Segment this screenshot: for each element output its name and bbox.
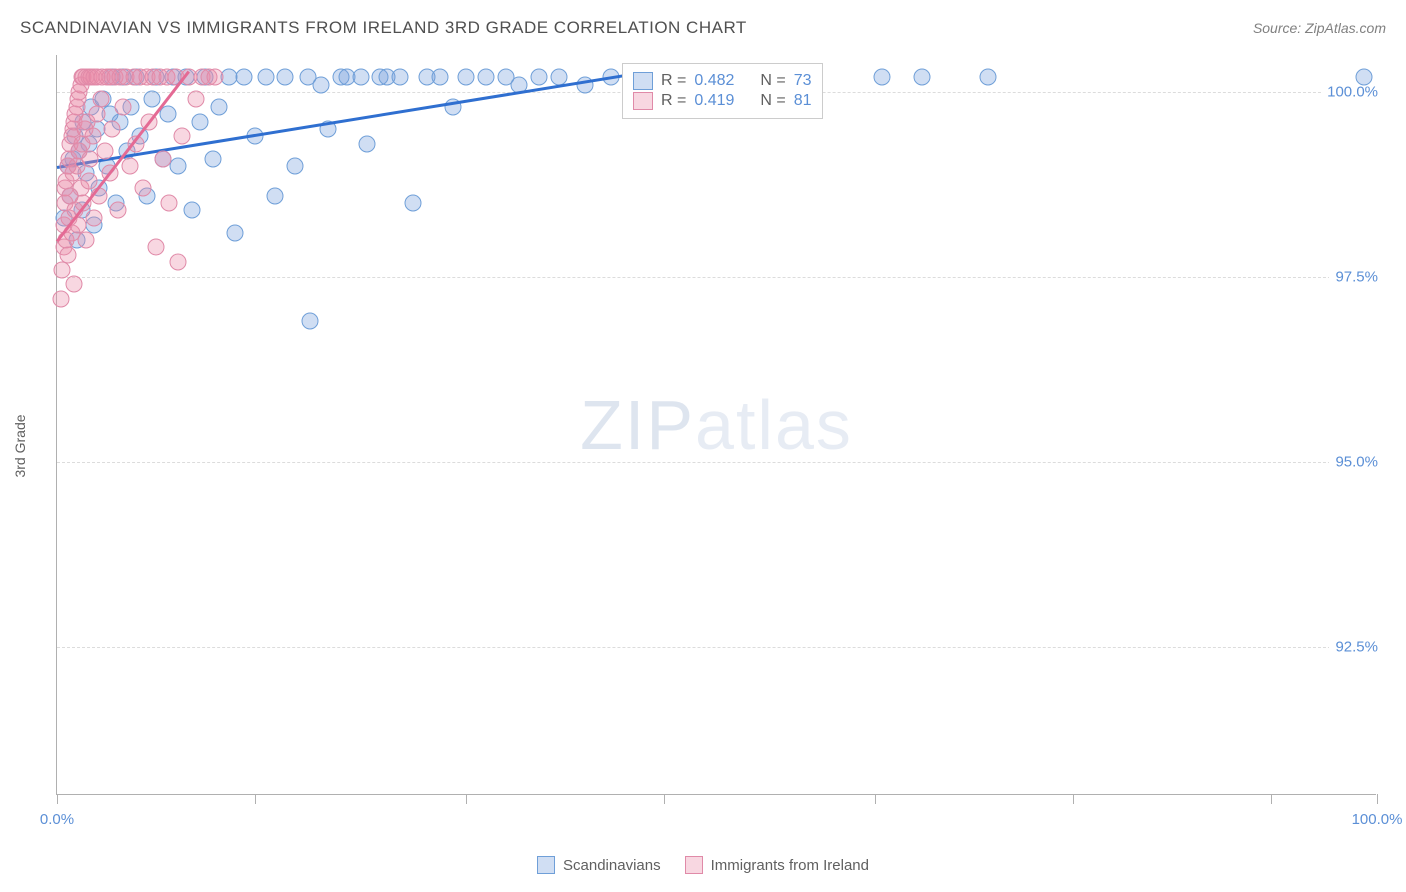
data-point bbox=[92, 91, 109, 108]
correlation-stats-box: R = 0.482 N = 73 R = 0.419 N = 81 bbox=[622, 63, 823, 119]
x-tick bbox=[1271, 794, 1272, 804]
data-point bbox=[84, 128, 101, 145]
data-point bbox=[913, 69, 930, 86]
y-tick-label: 95.0% bbox=[1329, 454, 1378, 471]
data-point bbox=[204, 150, 221, 167]
data-point bbox=[478, 69, 495, 86]
series-swatch bbox=[633, 92, 653, 110]
title-bar: SCANDINAVIAN VS IMMIGRANTS FROM IRELAND … bbox=[20, 18, 1386, 38]
r-value: 0.419 bbox=[694, 92, 734, 110]
legend-label: Immigrants from Ireland bbox=[711, 857, 869, 874]
n-value: 73 bbox=[794, 72, 812, 90]
data-point bbox=[96, 143, 113, 160]
data-point bbox=[431, 69, 448, 86]
data-point bbox=[170, 158, 187, 175]
data-point bbox=[109, 202, 126, 219]
data-point bbox=[352, 69, 369, 86]
data-point bbox=[191, 113, 208, 130]
x-tick bbox=[1377, 794, 1378, 804]
stats-row: R = 0.419 N = 81 bbox=[633, 92, 812, 110]
gridline bbox=[57, 647, 1376, 648]
data-point bbox=[405, 195, 422, 212]
x-tick bbox=[57, 794, 58, 804]
watermark: ZIPatlas bbox=[580, 385, 853, 465]
data-point bbox=[154, 150, 171, 167]
n-label: N = bbox=[760, 92, 785, 110]
data-point bbox=[121, 158, 138, 175]
r-value: 0.482 bbox=[694, 72, 734, 90]
data-point bbox=[277, 69, 294, 86]
data-point bbox=[174, 128, 191, 145]
series-swatch bbox=[633, 72, 653, 90]
x-tick bbox=[466, 794, 467, 804]
x-tick bbox=[1073, 794, 1074, 804]
data-point bbox=[161, 195, 178, 212]
data-point bbox=[134, 180, 151, 197]
r-label: R = bbox=[661, 72, 686, 90]
y-tick-label: 97.5% bbox=[1329, 269, 1378, 286]
source-label: Source: bbox=[1253, 20, 1305, 36]
legend-item: Immigrants from Ireland bbox=[685, 856, 869, 874]
stats-row: R = 0.482 N = 73 bbox=[633, 72, 812, 90]
data-point bbox=[359, 135, 376, 152]
data-point bbox=[183, 202, 200, 219]
source-attribution: Source: ZipAtlas.com bbox=[1253, 20, 1386, 36]
x-tick-label: 0.0% bbox=[40, 811, 74, 828]
data-point bbox=[59, 246, 76, 263]
legend-swatch bbox=[537, 856, 555, 874]
x-tick bbox=[875, 794, 876, 804]
n-value: 81 bbox=[794, 92, 812, 110]
y-tick-label: 100.0% bbox=[1321, 84, 1378, 101]
data-point bbox=[80, 172, 97, 189]
data-point bbox=[266, 187, 283, 204]
x-tick bbox=[664, 794, 665, 804]
data-point bbox=[115, 98, 132, 115]
data-point bbox=[144, 91, 161, 108]
gridline bbox=[57, 277, 1376, 278]
data-point bbox=[392, 69, 409, 86]
data-point bbox=[88, 106, 105, 123]
source-name: ZipAtlas.com bbox=[1305, 20, 1386, 36]
r-label: R = bbox=[661, 92, 686, 110]
data-point bbox=[302, 313, 319, 330]
data-point bbox=[104, 121, 121, 138]
data-point bbox=[66, 276, 83, 293]
n-label: N = bbox=[760, 72, 785, 90]
data-point bbox=[1355, 69, 1372, 86]
chart-title: SCANDINAVIAN VS IMMIGRANTS FROM IRELAND … bbox=[20, 18, 747, 38]
data-point bbox=[187, 91, 204, 108]
x-tick bbox=[255, 794, 256, 804]
legend-label: Scandinavians bbox=[563, 857, 661, 874]
legend-item: Scandinavians bbox=[537, 856, 661, 874]
data-point bbox=[148, 239, 165, 256]
data-point bbox=[54, 261, 71, 278]
data-point bbox=[236, 69, 253, 86]
y-axis-label: 3rd Grade bbox=[12, 414, 28, 477]
data-point bbox=[286, 158, 303, 175]
data-point bbox=[874, 69, 891, 86]
data-point bbox=[530, 69, 547, 86]
data-point bbox=[257, 69, 274, 86]
data-point bbox=[78, 232, 95, 249]
data-point bbox=[85, 209, 102, 226]
data-point bbox=[458, 69, 475, 86]
data-point bbox=[211, 98, 228, 115]
data-point bbox=[979, 69, 996, 86]
data-point bbox=[207, 69, 224, 86]
data-point bbox=[227, 224, 244, 241]
data-point bbox=[170, 254, 187, 271]
data-point bbox=[313, 76, 330, 93]
legend-swatch bbox=[685, 856, 703, 874]
legend: Scandinavians Immigrants from Ireland bbox=[0, 856, 1406, 874]
x-tick-label: 100.0% bbox=[1352, 811, 1403, 828]
data-point bbox=[52, 291, 69, 308]
gridline bbox=[57, 462, 1376, 463]
plot-area: ZIPatlas 92.5%95.0%97.5%100.0%0.0%100.0%… bbox=[56, 55, 1376, 795]
y-tick-label: 92.5% bbox=[1329, 639, 1378, 656]
